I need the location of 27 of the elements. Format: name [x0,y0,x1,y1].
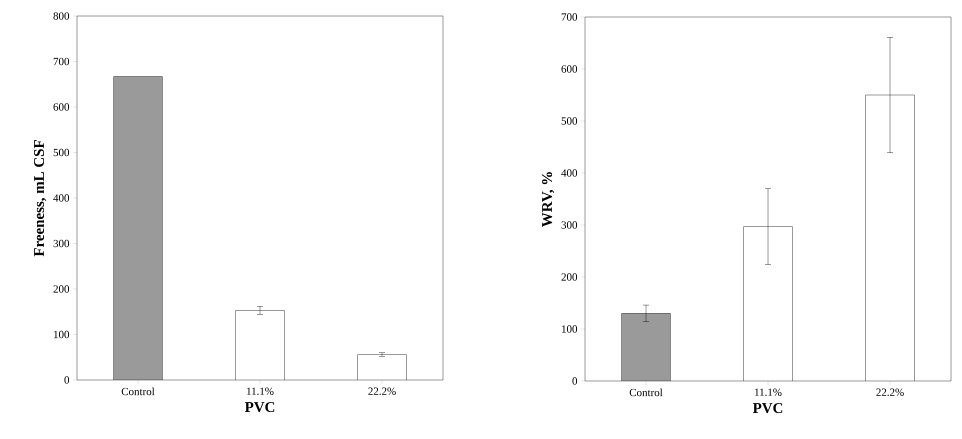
y-tick-label: 0 [64,376,70,384]
y-tick-label: 100 [562,325,578,333]
x-tick-label: 22.2% [368,388,396,395]
y-tick-label: 100 [54,330,70,338]
y-tick-label: 500 [562,117,578,125]
y-axis-title: WRV, % [542,172,554,228]
y-tick-label: 400 [53,194,70,202]
y-tick-label: 200 [54,285,70,293]
x-axis-title: PVC [244,402,274,412]
x-tick-label: Control [122,388,155,396]
y-tick-label: 0 [572,377,578,385]
y-axis-title: Freeness, mL CSF [34,140,46,256]
y-tick-label: 500 [54,148,70,156]
x-tick-label: 11.1% [755,388,782,396]
y-tick-label: 300 [54,240,70,248]
y-tick-label: 600 [562,65,578,73]
y-tick-label: 800 [53,12,70,20]
x-axis-title: PVC [752,403,782,414]
y-tick-label: 700 [54,58,70,66]
y-tick-label: 700 [562,13,578,21]
x-tick-label: 11.1% [247,388,274,395]
x-tick-label: Control [630,388,663,396]
y-tick-label: 400 [561,169,578,177]
y-tick-label: 200 [562,273,578,281]
y-tick-label: 600 [54,103,70,111]
x-tick-label: 22.2% [876,388,904,396]
y-tick-label: 300 [562,221,578,229]
